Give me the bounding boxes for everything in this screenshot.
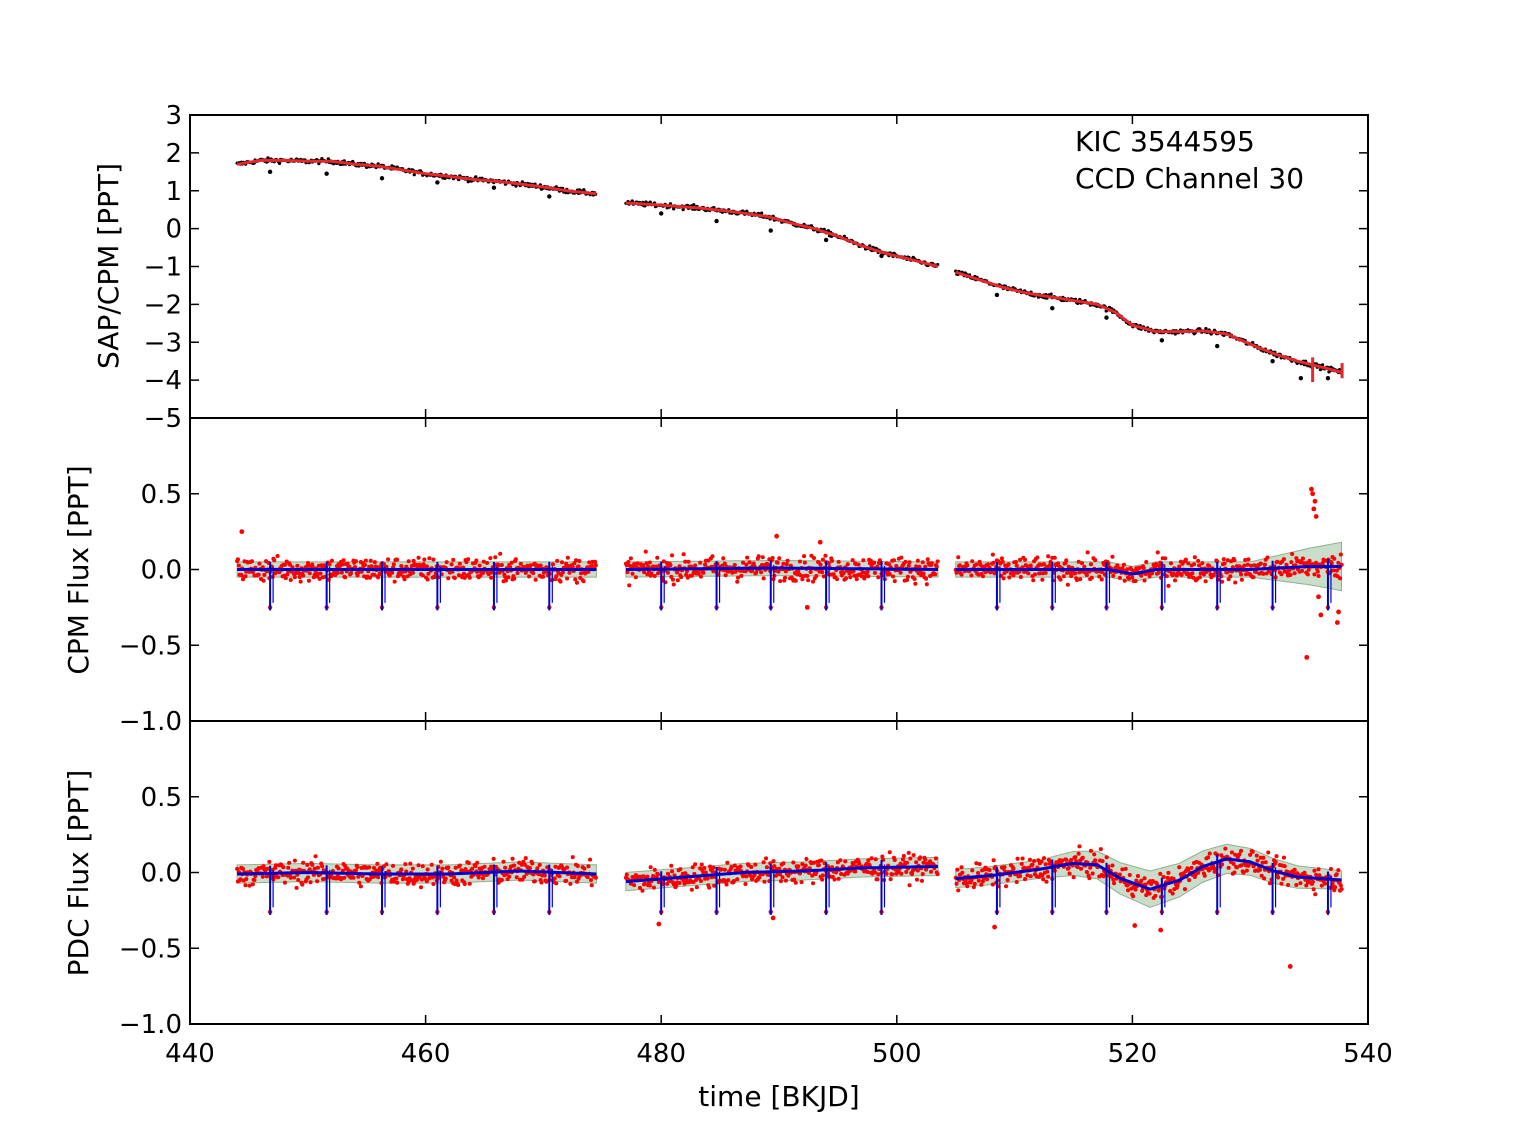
x-tick-label: 540: [1343, 1039, 1393, 1069]
annotation-ccd-channel: CCD Channel 30: [1075, 162, 1304, 195]
outlier-point-2: [817, 539, 823, 545]
outlier-point-6: [659, 211, 664, 216]
outlier-point-14: [1159, 338, 1165, 343]
outlier-point-3: [435, 180, 440, 185]
outlier-point-13: [1336, 609, 1341, 615]
outlier-point-4: [1309, 486, 1314, 492]
y-tick-label: −3: [144, 328, 182, 358]
outlier-point-1: [774, 533, 780, 539]
outlier-point-3: [1158, 927, 1164, 933]
outlier-point-15: [1215, 343, 1220, 349]
x-axis-label: time [BKJD]: [698, 1080, 859, 1113]
y-tick-label: 0.5: [141, 783, 182, 813]
outlier-point-3: [804, 604, 810, 610]
chart-plot-middle: 0.5 0.0 −0.5 −1.0 CPM Flux [PPT]: [62, 417, 1369, 737]
x-tick-label: 500: [872, 1039, 922, 1069]
outlier-point-7: [1311, 506, 1317, 512]
model-line-segment-2: [955, 565, 1342, 576]
outlier-point-10: [879, 253, 884, 259]
outlier-point-2: [992, 924, 997, 930]
outlier-point-0: [239, 529, 245, 535]
outlier-point-0: [656, 921, 662, 927]
data-points-segment-0: [235, 156, 598, 197]
y-axis-label-bottom: PDC Flux [PPT]: [62, 770, 95, 977]
outlier-point-13: [1104, 315, 1109, 320]
outlier-point-9: [1316, 594, 1321, 600]
data-points-segment-1: [624, 199, 940, 268]
outlier-point-18: [1325, 376, 1331, 381]
outlier-point-5: [1310, 491, 1316, 497]
outlier-point-7: [714, 218, 719, 224]
model-line-segment-2: [955, 857, 1342, 891]
y-tick-label: 0: [165, 215, 182, 245]
outlier-point-12: [1334, 620, 1340, 625]
axes-frame-top: [189, 114, 1369, 419]
outlier-point-5: [547, 194, 552, 199]
y-tick-label: 2: [165, 139, 182, 169]
chart-plot-top: 3 2 1 0 −1 −2 −3 −4 −5 SAP/CPM [PPT] KIC 3544595…: [92, 101, 1369, 434]
annotation-kic-id: KIC 3544595: [1075, 125, 1255, 158]
outlier-point-9: [823, 237, 829, 243]
x-tick-label: 440: [165, 1039, 215, 1069]
y-tick-label: −0.5: [119, 934, 182, 964]
uncertainty-band-segment-2: [955, 541, 1342, 592]
outlier-point-4: [491, 185, 497, 190]
model-line-segment-2: [955, 270, 1342, 374]
outlier-point-17: [1298, 376, 1304, 381]
y-axis-label-top: SAP/CPM [PPT]: [92, 163, 125, 369]
outlier-point-4: [1287, 964, 1293, 969]
y-tick-label: −2: [144, 290, 182, 320]
outlier-point-6: [1312, 498, 1318, 504]
outlier-point-12: [1050, 305, 1055, 311]
y-tick-label: −1.0: [119, 707, 182, 737]
y-tick-label: 1: [165, 177, 182, 207]
y-tick-label: 0.0: [141, 859, 182, 889]
y-tick-label: −4: [144, 366, 182, 396]
y-tick-label: 0.5: [141, 480, 182, 510]
outlier-point-0: [267, 169, 273, 175]
outlier-point-1: [324, 171, 329, 176]
y-tick-label: −1: [144, 253, 182, 283]
outlier-point-16: [1270, 358, 1275, 364]
y-tick-label: −0.5: [119, 631, 182, 661]
model-line-segment-1: [625, 201, 939, 268]
outlier-point-2: [379, 176, 385, 181]
model-line-segment-1: [625, 566, 938, 571]
outlier-point-8: [768, 228, 773, 233]
outlier-point-5: [1132, 923, 1138, 928]
y-tick-label: −5: [144, 404, 182, 434]
model-line-segment-0: [236, 158, 597, 196]
outlier-point-1: [770, 915, 776, 921]
y-tick-label: 0.0: [141, 556, 182, 586]
y-tick-label: 3: [165, 101, 182, 131]
x-tick-label: 460: [401, 1039, 451, 1069]
outlier-point-8: [1313, 514, 1319, 519]
outlier-point-11: [1304, 654, 1310, 660]
outlier-point-11: [994, 292, 1000, 298]
model-line-segment-1: [625, 864, 939, 884]
x-tick-label: 480: [636, 1039, 686, 1069]
x-tick-label: 520: [1108, 1039, 1158, 1069]
y-axis-label-middle: CPM Flux [PPT]: [62, 465, 95, 674]
outlier-point-10: [1318, 612, 1324, 618]
model-line-segment-0: [237, 869, 597, 876]
y-tick-label: −1.0: [119, 1010, 182, 1040]
